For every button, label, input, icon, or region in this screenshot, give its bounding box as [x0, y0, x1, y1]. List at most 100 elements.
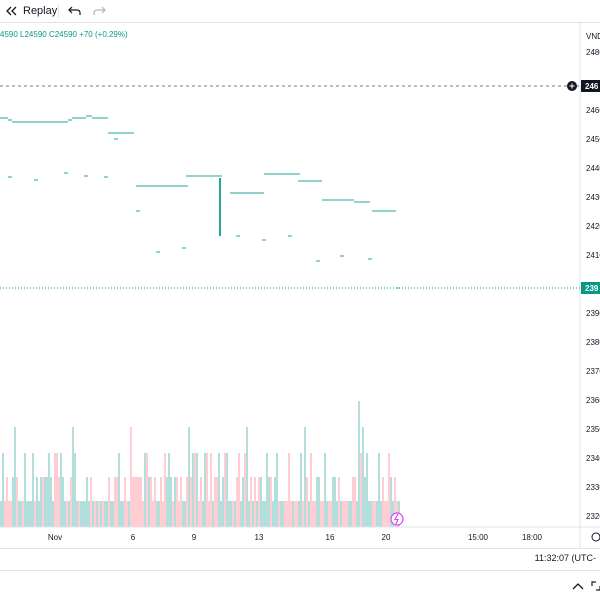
- volume-bar: [374, 501, 376, 527]
- chart-settings-button[interactable]: [591, 532, 600, 542]
- price-tick: 2430: [586, 193, 600, 202]
- volume-bar: [378, 453, 380, 527]
- volume-bar: [86, 477, 88, 527]
- price-tick: 2380: [586, 338, 600, 347]
- volume-bar: [112, 501, 114, 527]
- volume-bar: [282, 501, 284, 527]
- volume-bar: [394, 477, 396, 527]
- volume-bar: [110, 501, 112, 527]
- price-tick: 2350: [586, 425, 600, 434]
- volume-bar: [58, 477, 60, 527]
- volume-bar: [28, 501, 30, 527]
- volume-bar: [144, 453, 146, 527]
- price-chart[interactable]: VND 2480 2460 2450 2440 2430 2420 2410 2390 2380…: [0, 0, 600, 548]
- volume-bar: [222, 477, 224, 527]
- volume-bar: [50, 477, 52, 527]
- volume-bar: [120, 501, 122, 527]
- volume-bar: [266, 453, 268, 527]
- volume-bar: [150, 477, 152, 527]
- volume-bar: [26, 501, 28, 527]
- volume-bar: [166, 477, 168, 527]
- volume-bar: [322, 501, 324, 527]
- volume-bar: [318, 477, 320, 527]
- price-tick: 2480: [586, 48, 600, 57]
- volume-bar: [324, 453, 326, 527]
- volume-bar: [48, 453, 50, 527]
- volume-bar: [310, 453, 312, 527]
- replay-button[interactable]: Replay: [6, 2, 57, 20]
- volume-bar: [186, 477, 188, 527]
- time-tick: Nov: [48, 533, 62, 542]
- volume-bar: [380, 501, 382, 527]
- volume-bar: [6, 477, 8, 527]
- volume-bar: [242, 477, 244, 527]
- volume-bar: [294, 501, 296, 527]
- volume-bar: [114, 477, 116, 527]
- volume-bar: [108, 477, 110, 527]
- volume-bar: [338, 477, 340, 527]
- price-tick: 2360: [586, 396, 600, 405]
- volume-bar: [278, 501, 280, 527]
- footer-panel: [0, 570, 600, 601]
- volume-bar: [386, 501, 388, 527]
- volume-bar: [270, 477, 272, 527]
- volume-bar: [280, 501, 282, 527]
- volume-bar: [234, 501, 236, 527]
- volume-bar: [354, 477, 356, 527]
- dividend-marker[interactable]: [390, 512, 404, 526]
- volume-bar: [164, 453, 166, 527]
- price-tick: 2440: [586, 164, 600, 173]
- volume-bar: [92, 501, 94, 527]
- chevron-up-icon[interactable]: [571, 581, 585, 591]
- timezone-clock[interactable]: 11:32:07 (UTC-: [534, 553, 596, 563]
- volume-bar: [304, 427, 306, 527]
- undo-button[interactable]: [68, 2, 84, 20]
- last-price-badge: 239: [581, 282, 600, 294]
- volume-bar: [104, 501, 106, 527]
- volume-bar: [4, 501, 6, 527]
- crosshair-price-text: 246: [585, 82, 599, 91]
- volume-bar: [158, 501, 160, 527]
- volume-layer: [0, 401, 400, 527]
- volume-bar: [212, 501, 214, 527]
- volume-bar: [170, 477, 172, 527]
- volume-bar: [192, 453, 194, 527]
- volume-bar: [264, 501, 266, 527]
- volume-bar: [160, 477, 162, 527]
- volume-bar: [332, 477, 334, 527]
- volume-bar: [244, 453, 246, 527]
- volume-bar: [152, 501, 154, 527]
- volume-bar: [172, 501, 174, 527]
- volume-bar: [254, 477, 256, 527]
- volume-bar: [348, 501, 350, 527]
- volume-bar: [194, 453, 196, 527]
- price-tick: 2330: [586, 483, 600, 492]
- volume-bar: [2, 453, 4, 527]
- volume-bar: [344, 501, 346, 527]
- volume-bar: [230, 501, 232, 527]
- volume-bar: [66, 501, 68, 527]
- volume-bar: [252, 501, 254, 527]
- price-axis[interactable]: 2480 2460 2450 2440 2430 2420 2410 2390 2380 2370…: [586, 48, 600, 521]
- volume-bar: [214, 477, 216, 527]
- time-axis[interactable]: Nov 6 9 13 16 20 15:00 18:00: [48, 533, 543, 542]
- volume-bar: [12, 477, 14, 527]
- add-alert-button[interactable]: [567, 81, 577, 91]
- volume-bar: [72, 427, 74, 527]
- volume-bar: [232, 501, 234, 527]
- volume-bar: [200, 477, 202, 527]
- volume-bar: [182, 501, 184, 527]
- toolbar-divider: [58, 4, 59, 18]
- volume-bar: [138, 477, 140, 527]
- volume-bar: [330, 501, 332, 527]
- volume-bar: [118, 453, 120, 527]
- volume-bar: [180, 477, 182, 527]
- volume-bar: [22, 501, 24, 527]
- volume-bar: [82, 501, 84, 527]
- volume-bar: [44, 477, 46, 527]
- volume-bar: [250, 477, 252, 527]
- volume-bar: [204, 453, 206, 527]
- volume-bar: [328, 501, 330, 527]
- volume-bar: [128, 501, 130, 527]
- maximize-icon[interactable]: [591, 581, 600, 591]
